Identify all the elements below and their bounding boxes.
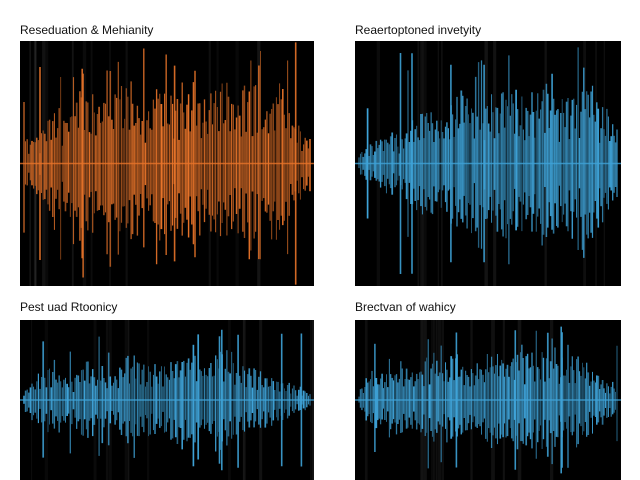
panel-title-4: Brectvan of wahicy [355,300,456,314]
waveform-panel-4 [355,320,621,480]
panel-title-3: Pest uad Rtoonicy [20,300,118,314]
waveform-panel-1 [20,41,314,286]
panel-title-2: Reaertoptoned invetyity [355,23,482,37]
waveform-chart-2 [355,41,621,286]
waveform-chart-1 [20,41,314,286]
panel-title-1: Reseduation & Mehianity [20,23,154,37]
waveform-panel-3 [20,320,314,480]
waveform-chart-4 [355,320,621,480]
waveform-chart-3 [20,320,314,480]
waveform-panel-2 [355,41,621,286]
